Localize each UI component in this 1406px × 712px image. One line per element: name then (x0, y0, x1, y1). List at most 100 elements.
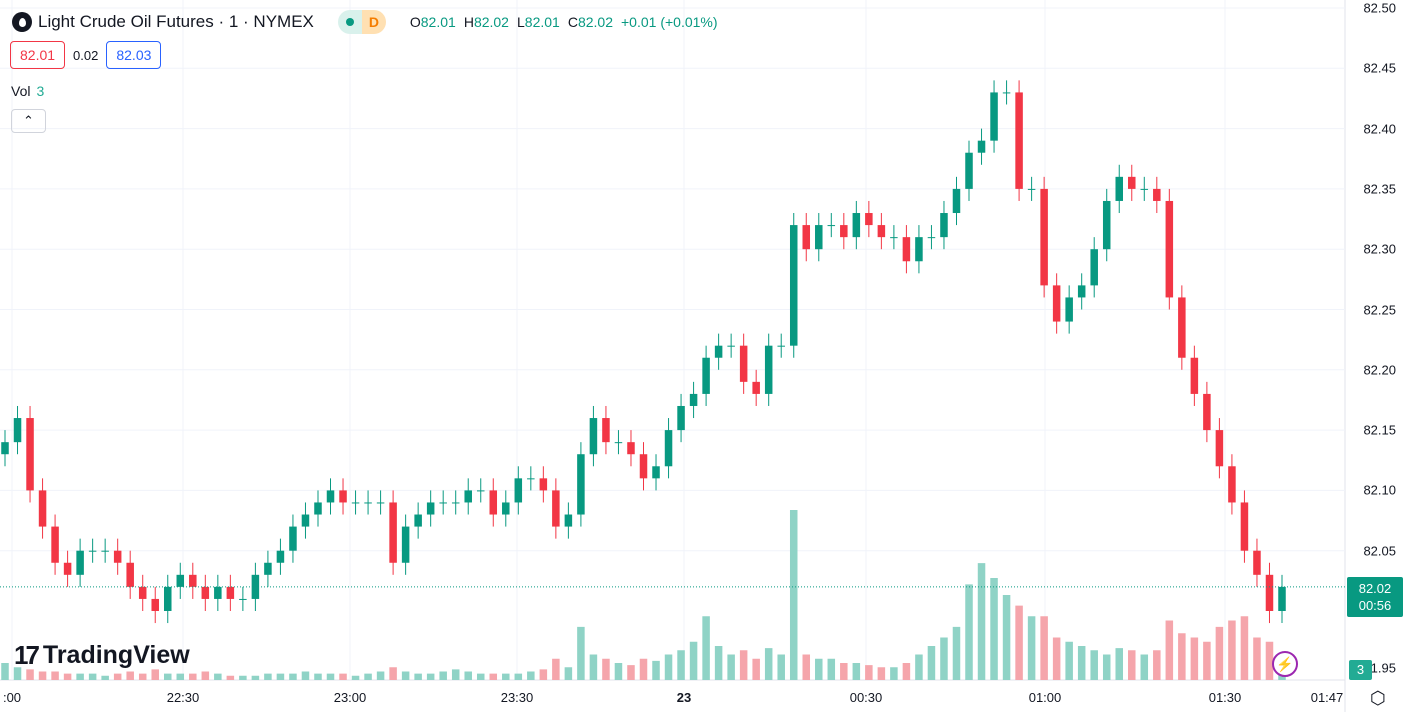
volume-bar (840, 663, 848, 680)
low-label: L (516, 14, 525, 30)
candle-body (489, 490, 498, 515)
candle-body (514, 478, 523, 503)
volume-bar (401, 671, 410, 680)
volume-bar (1265, 641, 1274, 680)
candle-body (289, 526, 297, 551)
candle-body (264, 562, 272, 575)
candle-body (51, 526, 59, 563)
last-volume-label: 3 (1349, 660, 1372, 680)
settings-gear-icon[interactable]: ⬡ (1370, 688, 1386, 708)
flash-icon[interactable]: ⚡ (1272, 651, 1298, 677)
market-status[interactable]: D (337, 10, 386, 34)
buy-button[interactable]: 82.03 (106, 41, 162, 69)
candle-body (476, 490, 485, 492)
candle-body (677, 405, 685, 431)
candle-body (840, 225, 848, 238)
candle-body (1077, 285, 1086, 298)
candle-body (113, 550, 122, 563)
volume-bar (815, 658, 823, 680)
symbol-title[interactable]: Light Crude Oil Futures · 1 · NYMEX (38, 12, 314, 31)
price-tick: 82.25 (1363, 302, 1396, 317)
candle-body (877, 225, 886, 238)
volume-bar (927, 646, 936, 680)
volume-bar (902, 663, 911, 680)
volume-bar (326, 673, 335, 680)
volume-bar (189, 673, 197, 680)
candle-body (1278, 586, 1286, 611)
candle-body (927, 237, 936, 239)
volume-bar (364, 673, 372, 680)
open-value: 82.01 (420, 14, 456, 30)
volume-bar (1090, 650, 1098, 680)
delayed-badge: D (361, 10, 386, 34)
candle-body (1015, 92, 1023, 189)
time-tick: 23 (676, 690, 692, 705)
candle-body (176, 574, 185, 587)
volume-bar (527, 671, 535, 680)
candle-body (439, 502, 447, 504)
candle-body (789, 225, 798, 346)
candle-body (38, 490, 47, 527)
market-open-dot-icon (337, 10, 362, 34)
candle-body (702, 357, 710, 394)
volume-bar (1102, 654, 1111, 680)
candle-body (26, 418, 34, 491)
high-label: H (463, 14, 474, 30)
volume-bar (1190, 637, 1199, 680)
candle-body (977, 140, 986, 153)
tradingview-logo[interactable]: 17 TradingView (14, 640, 190, 671)
volume-bar (239, 675, 247, 680)
volume-bar (777, 654, 785, 680)
candle-body (214, 586, 222, 599)
candle-body (138, 586, 147, 599)
candle-body (915, 237, 923, 262)
volume-bar (702, 616, 710, 680)
volume-bar (176, 673, 185, 680)
candle-body (1102, 200, 1111, 250)
volume-bar (664, 654, 673, 680)
volume-bar (1040, 616, 1048, 680)
price-tick: 82.20 (1363, 362, 1396, 378)
candle-body (339, 490, 347, 503)
volume-bar (1077, 646, 1086, 680)
sell-button[interactable]: 82.01 (10, 41, 66, 69)
candle-body (664, 430, 673, 467)
volume-value: 3 (36, 83, 45, 99)
volume-bar (764, 648, 773, 680)
time-tick: 01:00 (1028, 690, 1062, 705)
candle-body (151, 598, 159, 611)
candle-body (1203, 393, 1211, 431)
volume-bar (214, 673, 222, 680)
candle-body (1190, 357, 1199, 394)
oil-drop-icon (12, 12, 32, 32)
volume-bar (26, 669, 34, 680)
volume-bar (890, 667, 898, 680)
candle-body (627, 442, 635, 455)
candle-body (13, 418, 22, 443)
volume-bar (802, 654, 811, 680)
candle-body (1115, 176, 1124, 201)
candle-body (564, 514, 573, 527)
symbol-legend: Light Crude Oil Futures · 1 · NYMEX D O8… (12, 10, 718, 34)
volume-bar (827, 658, 836, 680)
candle-body (189, 574, 197, 587)
candle-body (63, 562, 72, 575)
candle-body (902, 237, 911, 262)
volume-bar (589, 654, 598, 680)
last-price-label: 82.02 00:56 (1347, 577, 1403, 617)
volume-bar (1002, 595, 1011, 680)
volume-legend: Vol 3 (11, 83, 44, 99)
candle-body (802, 225, 811, 250)
volume-bar (1203, 641, 1211, 680)
volume-bar (464, 671, 472, 680)
candle-body (88, 550, 97, 552)
candle-body (1002, 92, 1011, 94)
volume-bar (289, 673, 297, 680)
collapse-legend-button[interactable]: ⌃ (11, 109, 46, 133)
volume-bar (514, 673, 523, 680)
candle-body (852, 213, 861, 238)
candle-body (940, 213, 948, 238)
volume-bar (138, 673, 147, 680)
volume-bar (1240, 616, 1249, 680)
